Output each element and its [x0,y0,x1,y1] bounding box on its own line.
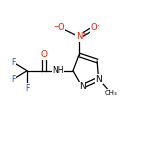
Text: N: N [79,82,85,91]
Text: O: O [58,23,64,32]
Text: N: N [95,74,102,83]
Text: −: − [54,24,59,29]
Text: F: F [11,58,16,67]
Text: NH: NH [52,66,64,75]
Text: F: F [25,84,29,93]
Text: O: O [91,23,97,32]
Text: N: N [76,32,82,41]
Text: O: O [40,50,47,59]
Text: CH₃: CH₃ [104,90,117,96]
Text: F: F [11,74,16,83]
Text: +: + [81,31,87,36]
Text: ·: · [97,21,100,31]
